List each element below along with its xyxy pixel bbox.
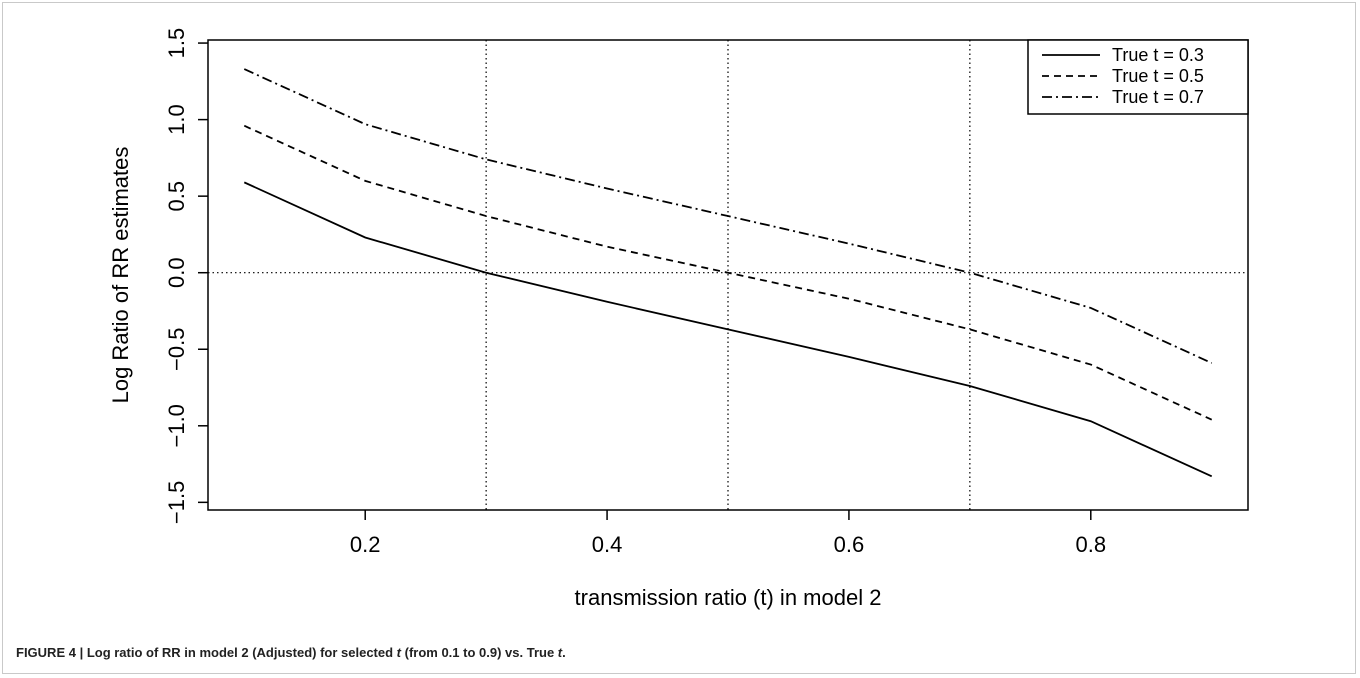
legend-label-2: True t = 0.5	[1112, 66, 1204, 86]
y-tick-label-4: 0.0	[164, 257, 189, 288]
y-tick-label-3: −0.5	[164, 328, 189, 371]
caption-suffix: .	[562, 645, 566, 660]
legend-label-3: True t = 0.7	[1112, 87, 1204, 107]
x-tick-label-2: 0.4	[592, 532, 623, 557]
x-tick-label-1: 0.2	[350, 532, 381, 557]
y-tick-label-5: 0.5	[164, 181, 189, 212]
y-tick-label-6: 1.0	[164, 104, 189, 135]
x-axis-label: transmission ratio (t) in model 2	[575, 585, 882, 610]
y-tick-label-1: −1.5	[164, 481, 189, 524]
caption-middle: (from 0.1 to 0.9) vs. True	[401, 645, 558, 660]
x-tick-label-3: 0.6	[834, 532, 865, 557]
y-tick-label-2: −1.0	[164, 404, 189, 447]
y-tick-label-7: 1.5	[164, 28, 189, 59]
legend-label-1: True t = 0.3	[1112, 45, 1204, 65]
caption-prefix: FIGURE 4 | Log ratio of RR in model 2 (A…	[16, 645, 397, 660]
x-tick-label-4: 0.8	[1075, 532, 1106, 557]
figure-caption: FIGURE 4 | Log ratio of RR in model 2 (A…	[16, 645, 566, 660]
line-chart: 0.2 0.4 0.6 0.8 −1.5 −1.0 −0.5 0.0 0.5 1.0 1.5 tran…	[0, 0, 1360, 640]
y-axis-label: Log Ratio of RR estimates	[108, 147, 133, 404]
